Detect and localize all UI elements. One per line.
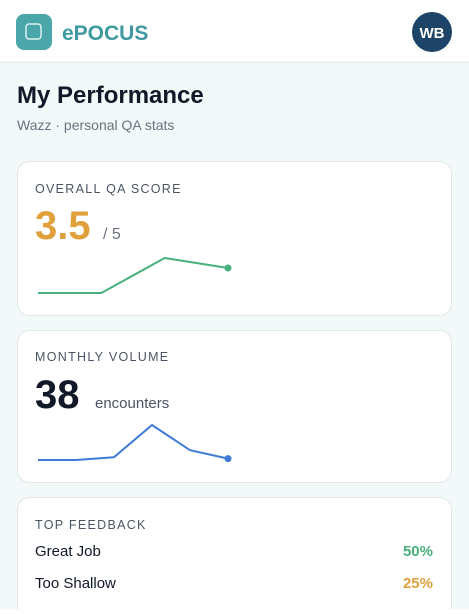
- sparkline-end: [224, 264, 232, 272]
- feedback-value: 50%: [403, 543, 433, 560]
- page-subtitle: Wazz · personal QA stats: [17, 117, 174, 133]
- card-label: OVERALL QA SCORE: [35, 182, 182, 196]
- card-label: TOP FEEDBACK: [35, 518, 147, 532]
- sparkline-end: [224, 455, 232, 463]
- logo[interactable]: [16, 14, 52, 50]
- feedback-value: 25%: [403, 575, 433, 592]
- volume-unit: encounters: [95, 395, 169, 412]
- sparkline: [38, 424, 229, 461]
- avatar[interactable]: [412, 12, 452, 52]
- volume-card: [17, 330, 452, 483]
- logo-glyph: [25, 23, 42, 40]
- feedback-label: Too Shallow: [35, 575, 116, 592]
- page-title: My Performance: [17, 82, 204, 109]
- volume-value: 38: [35, 373, 80, 417]
- sparkline: [38, 257, 229, 294]
- feedback-label: Great Job: [35, 543, 101, 560]
- app-name[interactable]: ePOCUS: [62, 22, 148, 45]
- header: [0, 0, 469, 62]
- score-unit: / 5: [103, 226, 121, 243]
- card-label: MONTHLY VOLUME: [35, 350, 169, 364]
- avatar-initials[interactable]: WB: [420, 25, 445, 42]
- score-value: 3.5: [35, 204, 91, 248]
- score-card: [17, 161, 452, 316]
- feedback-card: [17, 497, 452, 614]
